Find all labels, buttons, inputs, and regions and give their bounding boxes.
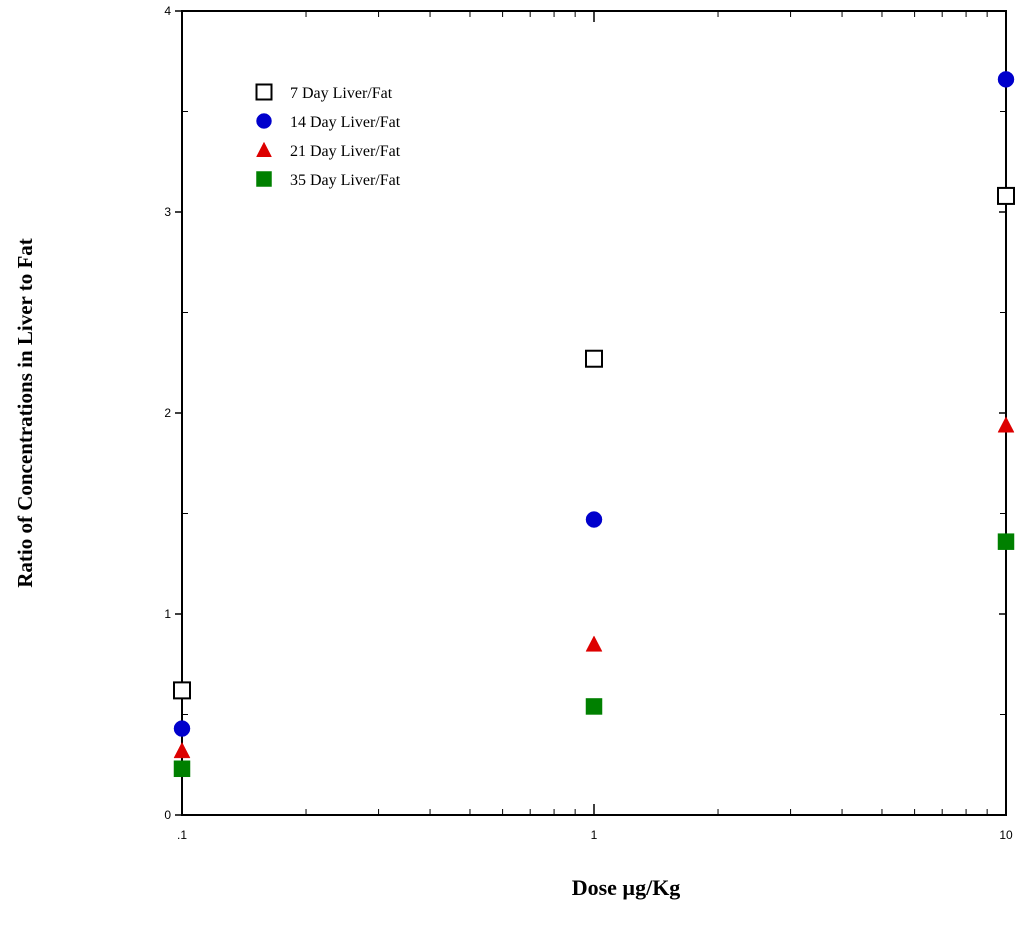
data-point-35-day [585,698,603,715]
y-tick-label: 1 [164,607,171,621]
y-tick-label: 0 [164,808,171,822]
data-point-35-day [997,533,1015,550]
data-point-35-day [173,760,191,778]
data-point-7-day [997,186,1015,205]
legend-label: 21 Day Liver/Fat [290,143,401,160]
data-point-21-day [173,741,191,759]
data-point-14-day [997,71,1015,88]
x-tick-label: 1 [591,828,598,842]
legend: 7 Day Liver/Fat 14 Day Liver/Fat 21 Day Li… [255,83,401,189]
y-axis-title: Ratio of Concentrations in Liver to Fat [13,238,37,588]
data-point-21-day [997,416,1015,433]
y-axis-ticks: 0 1 2 3 4 [164,4,1006,822]
x-axis-ticks: .1 1 10 [177,11,1013,842]
y-tick-label: 4 [164,4,171,18]
legend-label: 7 Day Liver/Fat [290,85,393,102]
data-point-7-day [173,681,191,700]
legend-marker [255,83,273,101]
legend-marker [256,171,272,187]
x-tick-label: 10 [999,828,1013,842]
legend-marker [256,113,272,129]
x-axis-title: Dose µg/Kg [572,875,681,900]
data-point-14-day [173,720,191,737]
x-tick-label: .1 [177,828,187,842]
legend-marker [256,141,272,157]
legend-label: 14 Day Liver/Fat [290,114,401,131]
y-tick-label: 2 [164,406,171,420]
axes [181,10,1007,816]
plot-frame [181,10,1007,816]
data-point-21-day [585,635,603,652]
legend-label: 35 Day Liver/Fat [290,172,401,189]
data-markers [173,71,1015,778]
y-tick-label: 3 [164,205,171,219]
data-point-14-day [585,511,603,528]
data-point-7-day [585,349,603,368]
